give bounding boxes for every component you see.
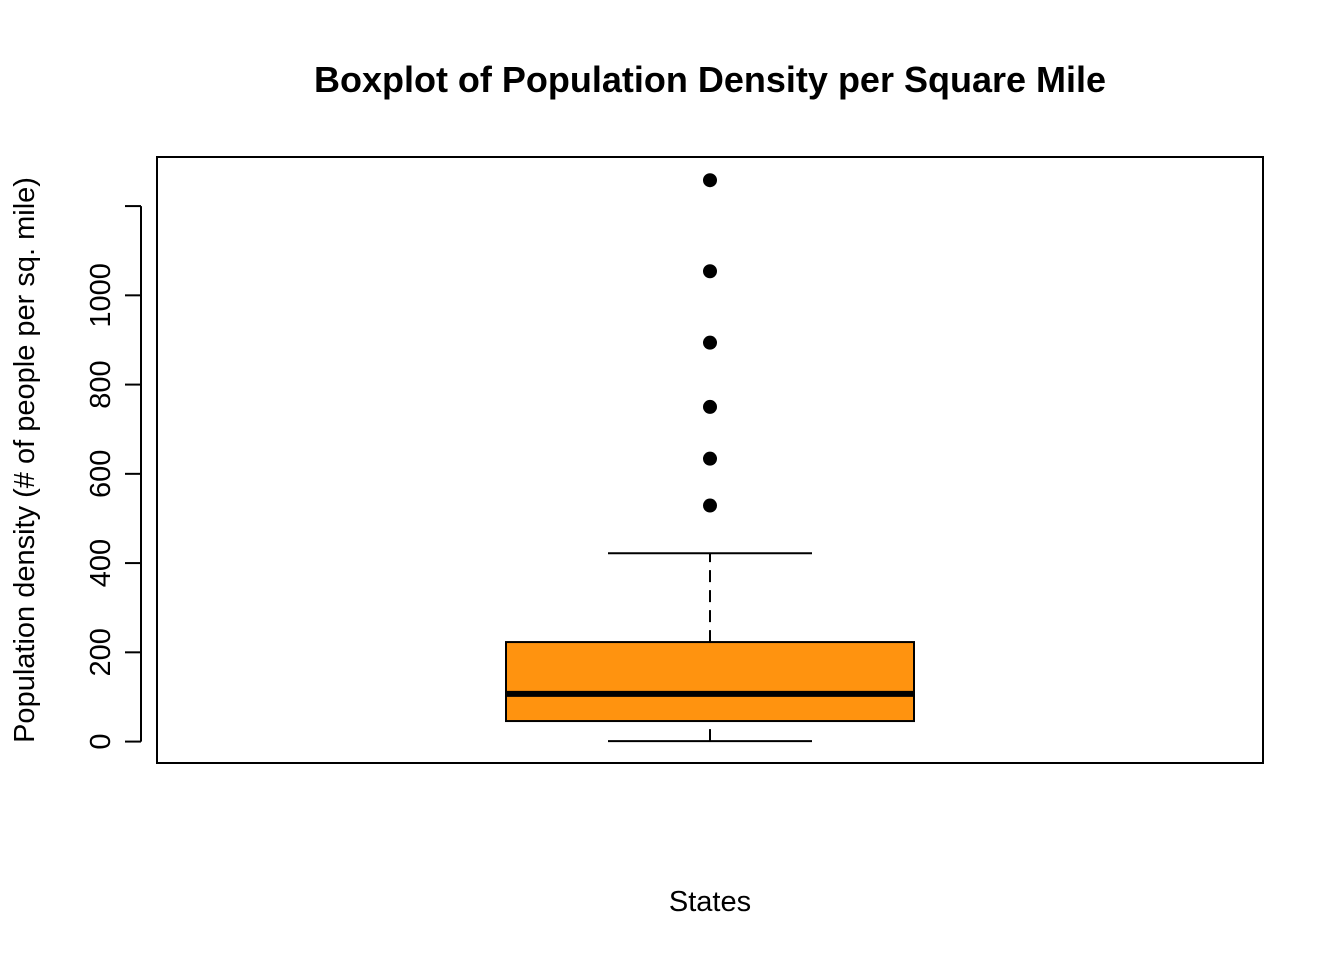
y-tick-label-1000: 1000 [85, 263, 117, 328]
boxplot [505, 173, 915, 743]
outlier-point-2 [703, 451, 717, 466]
y-tick-label-800: 800 [85, 360, 117, 408]
y-tick-label-400: 400 [85, 539, 117, 587]
chart-title: Boxplot of Population Density per Square… [314, 59, 1106, 100]
y-tick-label-600: 600 [85, 450, 117, 498]
y-tick-label-200: 200 [85, 628, 117, 676]
y-axis-label: Population density (# of people per sq. … [9, 177, 41, 743]
y-tick-label-0: 0 [85, 734, 117, 750]
outlier-point-5 [703, 264, 717, 279]
outlier-point-1 [703, 498, 717, 513]
plot-frame [156, 156, 1264, 764]
outlier-point-6 [703, 173, 717, 188]
x-axis-label: States [669, 886, 751, 918]
outlier-point-4 [703, 335, 717, 350]
iqr-box [505, 641, 915, 723]
y-axis: 0 200 400 600 800 1000 [85, 205, 142, 750]
outlier-point-3 [703, 399, 717, 414]
